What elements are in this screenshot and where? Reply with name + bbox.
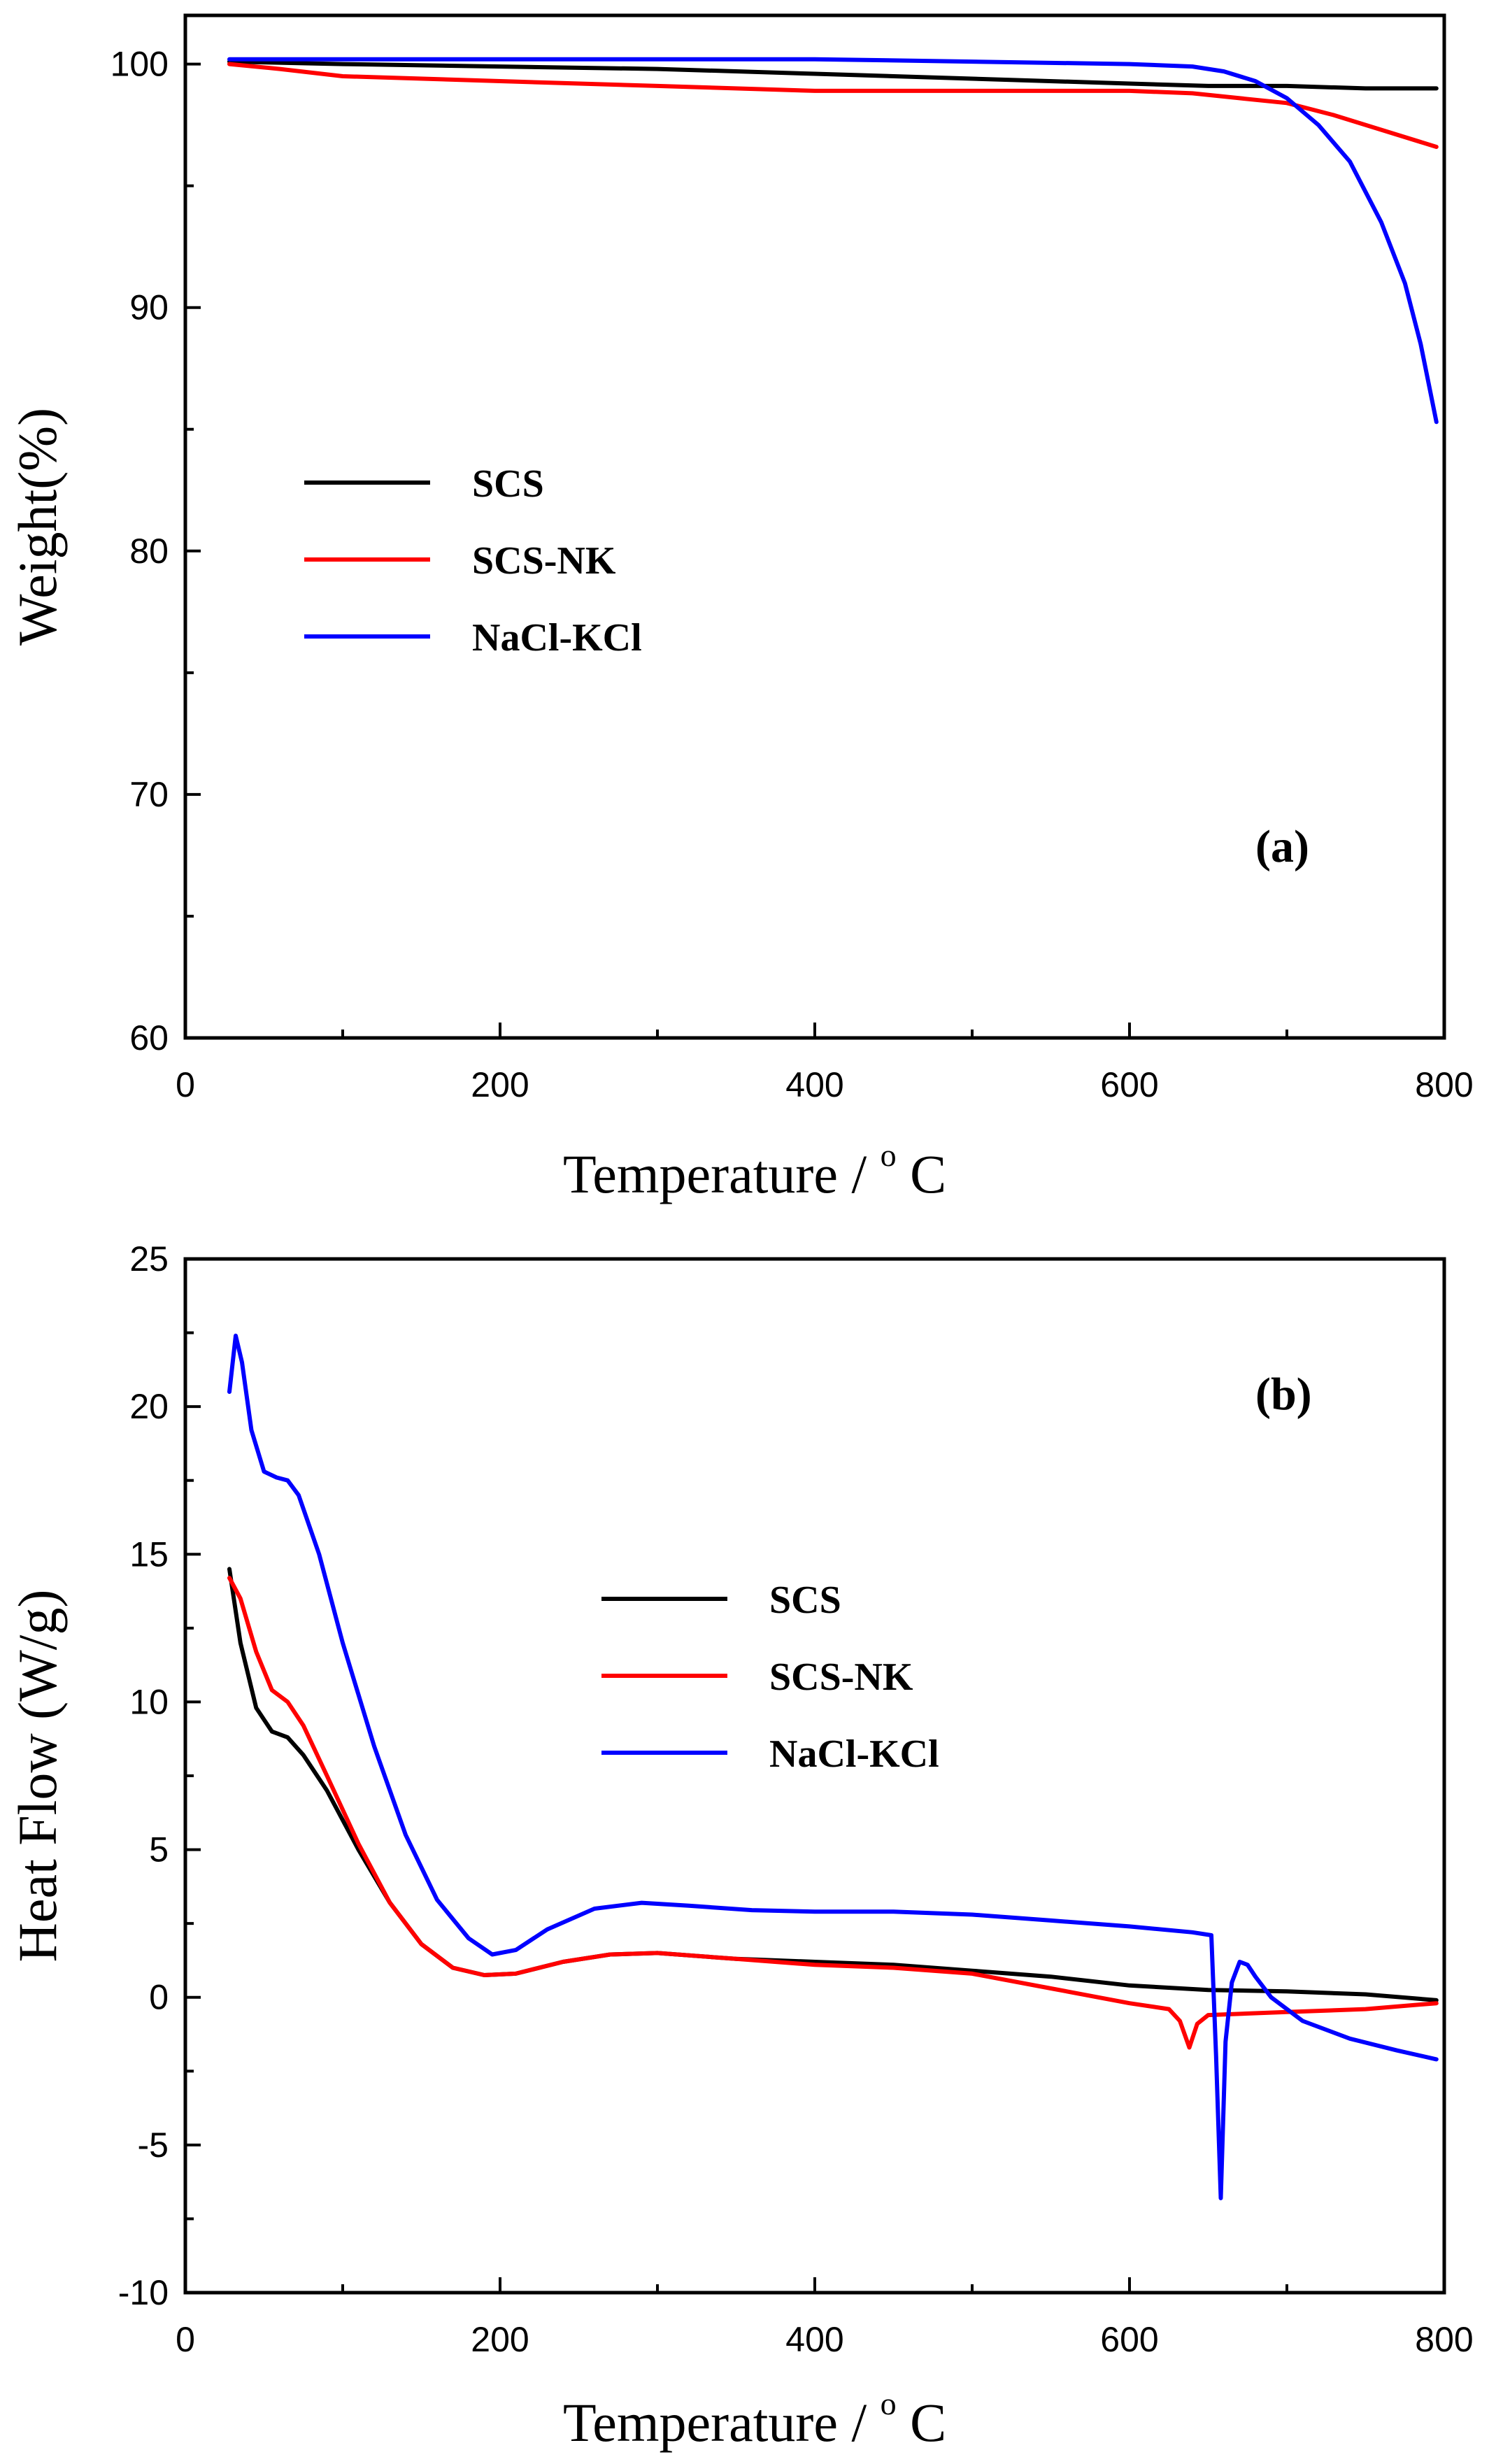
plot-frame-a [183, 13, 1446, 1040]
y-tick-label: 25 [129, 1239, 169, 1279]
legend-label-scs-nk: SCS-NK [769, 1655, 913, 1699]
legend-a: SCS SCS-NK NaCl-KCl [304, 462, 642, 660]
y-axis-title-b: Heat Flow (W/g) [7, 1590, 68, 1963]
x-tick-label: 400 [785, 1065, 843, 1104]
series-line-scs [227, 59, 1439, 91]
y-tick-label: -5 [138, 2125, 169, 2165]
x-tick-label: 600 [1100, 2320, 1158, 2359]
panel-label-a: (a) [1255, 821, 1309, 872]
y-tick-label: 90 [129, 288, 169, 327]
legend-label-nacl-kcl: NaCl-KCl [472, 616, 642, 660]
y-tick-label: 100 [111, 45, 169, 84]
x-tick-label: 0 [176, 2320, 195, 2359]
x-tick-label: 400 [785, 2320, 843, 2359]
legend-label-scs: SCS [769, 1579, 841, 1622]
x-tick-label: 200 [471, 2320, 529, 2359]
x-axis-title-a: Temperature / o C [563, 1117, 946, 1204]
series-line-scs-nk [227, 1576, 1439, 2050]
x-tick-label: 800 [1415, 2320, 1473, 2359]
x-axis-title-b-main: Temperature / [563, 2392, 881, 2453]
y-tick-label: -10 [118, 2273, 169, 2312]
y-tick-label: 80 [129, 532, 169, 571]
y-axis-title-a: Weight(%) [7, 408, 68, 646]
y-tick-label: 10 [129, 1682, 169, 1721]
x-tick-label: 0 [176, 1065, 195, 1104]
x-ticks-b: 0 200 400 600 800 [176, 2277, 1474, 2359]
series-line-scs-nk [227, 62, 1439, 149]
x-ticks-a: 0 200 400 600 800 [176, 1023, 1474, 1104]
y-ticks-b: -10 -5 0 5 10 15 20 25 [118, 1239, 201, 2312]
x-tick-label: 800 [1415, 1065, 1473, 1104]
x-tick-label: 200 [471, 1065, 529, 1104]
legend-b: SCS SCS-NK NaCl-KCl [601, 1579, 939, 1776]
legend-label-nacl-kcl: NaCl-KCl [769, 1732, 939, 1776]
series-line-nacl-kcl [227, 57, 1439, 425]
y-tick-label: 15 [129, 1534, 169, 1574]
y-ticks-a: 60 70 80 90 100 [111, 45, 201, 1057]
clip-area-a [227, 57, 1439, 425]
x-axis-title-a-unit: C [910, 1144, 946, 1204]
x-axis-title-a-degree: o [881, 1137, 897, 1173]
y-tick-label: 0 [149, 1978, 169, 2017]
y-tick-label: 70 [129, 775, 169, 814]
x-axis-title-b: Temperature / o C [563, 2365, 946, 2453]
panel-b-heat-flow-chart: 0 200 400 600 800 -10 -5 0 5 10 15 20 25 Heat Flow … [7, 1239, 1474, 2453]
y-tick-label: 60 [129, 1018, 169, 1057]
x-axis-title-b-unit: C [910, 2392, 946, 2453]
clip-area-b [227, 1333, 1439, 2200]
panel-label-b: (b) [1255, 1369, 1312, 1420]
x-axis-title-b-degree: o [881, 2386, 897, 2421]
x-tick-label: 600 [1100, 1065, 1158, 1104]
y-tick-label: 20 [129, 1387, 169, 1426]
legend-label-scs: SCS [472, 462, 544, 506]
series-line-nacl-kcl [227, 1333, 1439, 2200]
series-line-scs [227, 1567, 1439, 2002]
x-axis-title-a-main: Temperature / [563, 1144, 881, 1204]
y-tick-label: 5 [149, 1830, 169, 1870]
panel-a-weight-chart: 0 200 400 600 800 60 70 80 90 100 Weight(%) Temp… [7, 13, 1474, 1204]
legend-label-scs-nk: SCS-NK [472, 539, 616, 583]
